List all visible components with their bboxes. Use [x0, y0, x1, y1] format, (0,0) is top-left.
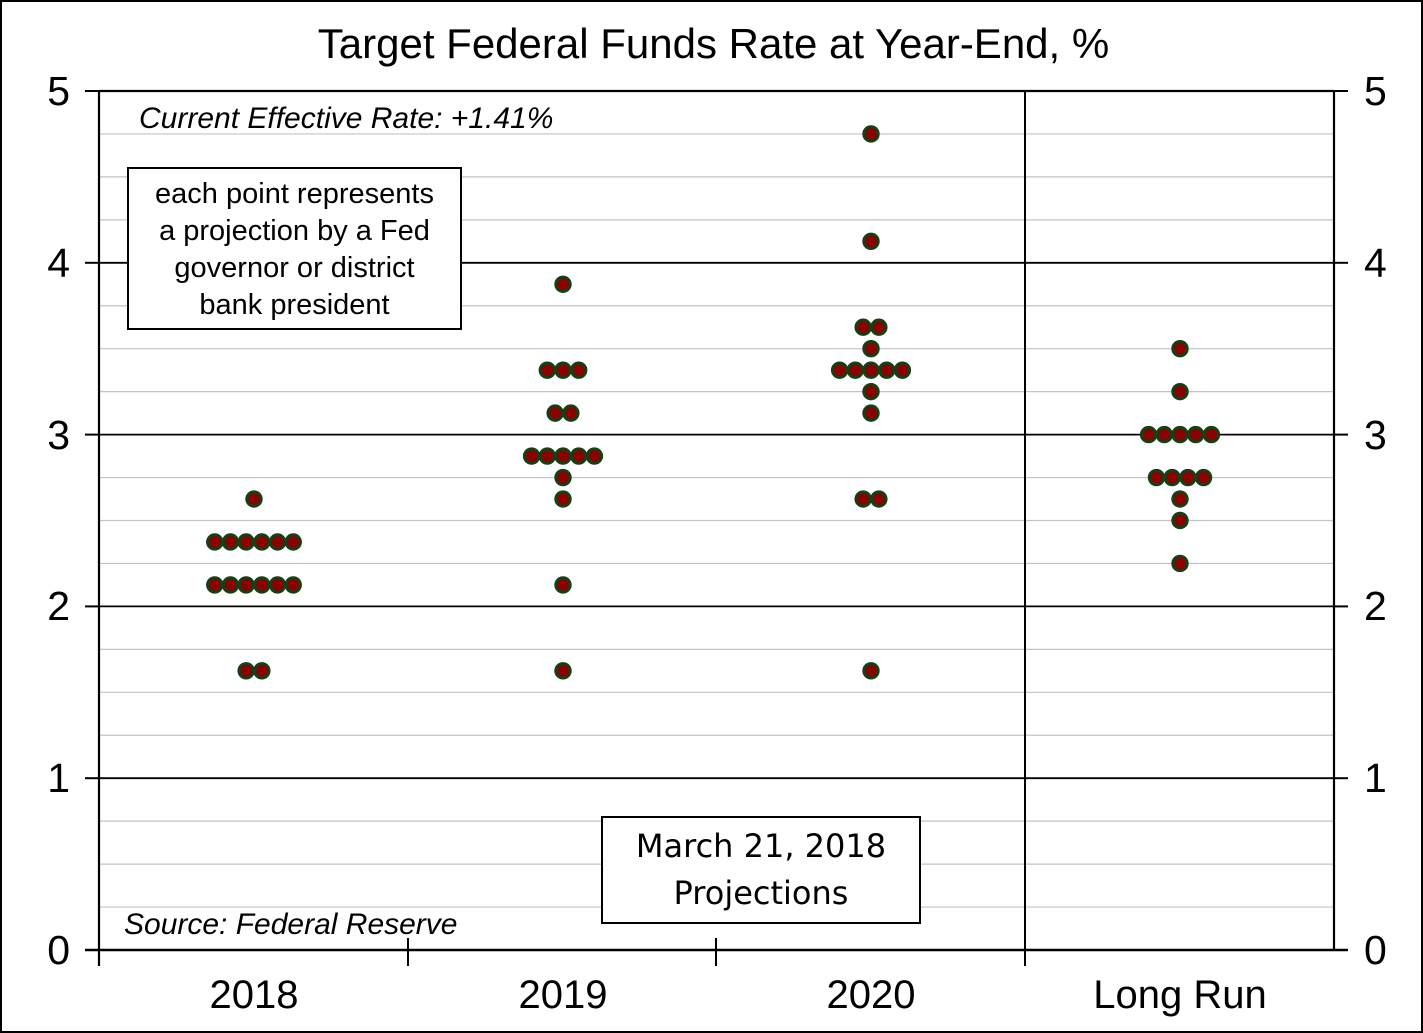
projection-dot — [854, 490, 872, 508]
y-axis-label-left-4: 4 — [47, 240, 70, 286]
y-axis-label-right-4: 4 — [1364, 240, 1387, 286]
legend-note-line: governor or district — [174, 252, 415, 284]
y-axis-label-left-0: 0 — [47, 927, 70, 973]
projection-dot — [1171, 340, 1189, 358]
projection-dot — [1155, 425, 1174, 444]
projection-dot — [237, 576, 255, 594]
projection-dot — [870, 318, 888, 336]
x-axis-label-2019: 2019 — [518, 973, 608, 1017]
projection-dot — [1187, 425, 1205, 444]
projection-dot — [1179, 468, 1197, 487]
projection-dot — [1139, 425, 1158, 444]
legend-note-box: each point represents a projection by a … — [127, 167, 462, 330]
projection-dot — [585, 447, 604, 465]
projection-dot — [854, 318, 872, 336]
projection-dot — [562, 404, 580, 422]
projections-date-line: Projections — [673, 874, 849, 912]
projection-dot — [221, 576, 240, 594]
legend-note-line: a projection by a Fed — [159, 215, 430, 247]
current-effective-rate-note: Current Effective Rate: +1.41% — [139, 102, 554, 135]
y-axis-label-left-1: 1 — [47, 755, 70, 801]
projection-dot — [268, 576, 287, 594]
projection-dot — [1202, 425, 1221, 444]
projection-dot — [870, 490, 888, 508]
y-axis-label-right-3: 3 — [1364, 412, 1387, 458]
projection-dot — [268, 533, 287, 551]
projection-dot — [1171, 511, 1189, 530]
projection-dot — [1171, 425, 1189, 444]
projection-dot — [538, 361, 556, 379]
projection-dot — [522, 447, 541, 465]
projection-dot — [284, 576, 302, 594]
y-axis-label-left-3: 3 — [47, 412, 70, 458]
projection-dot — [538, 447, 556, 465]
y-axis-label-right-0: 0 — [1364, 927, 1387, 973]
projection-dot — [878, 361, 896, 379]
projection-dot — [1163, 468, 1181, 487]
legend-note-line: each point represents — [155, 178, 434, 210]
projection-dot — [206, 576, 224, 594]
projection-dot — [893, 361, 912, 379]
projection-dot — [862, 125, 880, 143]
projection-dot — [237, 662, 255, 680]
chart-title: Target Federal Funds Rate at Year-End, % — [317, 20, 1110, 67]
projections-date-box: March 21, 2018 Projections — [601, 816, 921, 924]
legend-note-line: bank president — [199, 289, 390, 321]
projection-dot — [221, 533, 240, 551]
projection-dot — [245, 490, 263, 508]
y-axis-label-right-5: 5 — [1364, 68, 1387, 114]
projection-dot — [862, 232, 880, 251]
projection-dot — [862, 340, 880, 358]
projection-dot — [1147, 468, 1166, 487]
projection-dot — [1171, 554, 1189, 573]
projection-dot — [546, 404, 564, 422]
projection-dot — [1171, 382, 1189, 401]
y-axis-label-right-1: 1 — [1364, 755, 1387, 801]
y-axis-label-left-2: 2 — [47, 583, 70, 629]
projection-dot — [554, 576, 572, 594]
projection-dot — [570, 361, 588, 379]
projection-dot — [862, 361, 880, 379]
projection-dot — [554, 447, 572, 465]
projection-dot — [554, 662, 572, 680]
projection-dot — [206, 533, 224, 551]
source-note: Source: Federal Reserve — [124, 908, 458, 941]
projection-dot — [253, 576, 271, 594]
projection-dot — [1171, 490, 1189, 508]
projection-dot — [284, 533, 302, 551]
projection-dot — [862, 382, 880, 401]
projection-dot — [237, 533, 255, 551]
projection-dot — [554, 490, 572, 508]
projection-dot — [253, 533, 271, 551]
projection-dot — [830, 361, 849, 379]
projection-dot — [554, 468, 572, 487]
projection-dot — [253, 662, 271, 680]
projection-dot — [554, 275, 572, 293]
y-axis-label-right-2: 2 — [1364, 583, 1387, 629]
projection-dot — [846, 361, 864, 379]
projection-dot — [570, 447, 588, 465]
x-axis-label-2020: 2020 — [826, 973, 916, 1017]
x-axis-label-2018: 2018 — [209, 973, 299, 1017]
projection-dot — [862, 404, 880, 422]
projection-dot — [554, 361, 572, 379]
projections-date-line: March 21, 2018 — [635, 827, 887, 865]
x-axis-label-long-run: Long Run — [1093, 973, 1267, 1017]
y-axis-label-left-5: 5 — [47, 68, 70, 114]
projection-dot — [862, 662, 880, 680]
projection-dot — [1194, 468, 1213, 487]
